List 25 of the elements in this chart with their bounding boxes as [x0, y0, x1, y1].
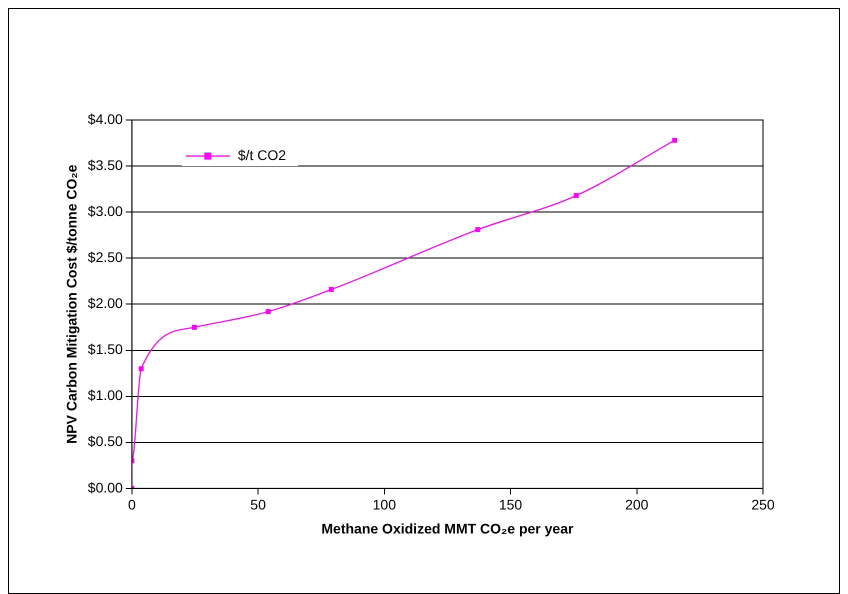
- y-tick-label: $3.50: [88, 156, 124, 173]
- y-tick-label: $4.00: [88, 110, 124, 127]
- point: [475, 227, 480, 232]
- x-tick-label: 250: [751, 496, 775, 513]
- y-tick-label: $1.00: [88, 387, 124, 404]
- point: [266, 309, 271, 314]
- point: [192, 324, 197, 330]
- y-tick-label: $2.50: [88, 249, 124, 266]
- x-tick-label: 100: [372, 496, 396, 513]
- y-tick-label: $3.00: [88, 202, 124, 219]
- x-axis-title: Methane Oxidized MMT CO₂e per year: [321, 520, 574, 536]
- y-tick-label: $0.50: [88, 433, 124, 450]
- y-tick-label: $0.00: [88, 479, 124, 496]
- x-tick-label: 200: [625, 496, 649, 513]
- point: [138, 366, 144, 372]
- y-tick-label: $1.50: [88, 341, 124, 358]
- y-tick-label: $2.00: [88, 295, 124, 312]
- x-tick-label: 0: [128, 496, 136, 513]
- point: [672, 138, 678, 143]
- point: [328, 286, 334, 292]
- x-tick-label: 150: [498, 496, 522, 513]
- x-tick-label: 50: [250, 496, 266, 513]
- y-axis-title: NPV Carbon Mitigation Cost $/tonne CO₂e: [63, 164, 80, 444]
- legend-label: $/t CO2: [238, 146, 286, 163]
- point: [574, 193, 579, 198]
